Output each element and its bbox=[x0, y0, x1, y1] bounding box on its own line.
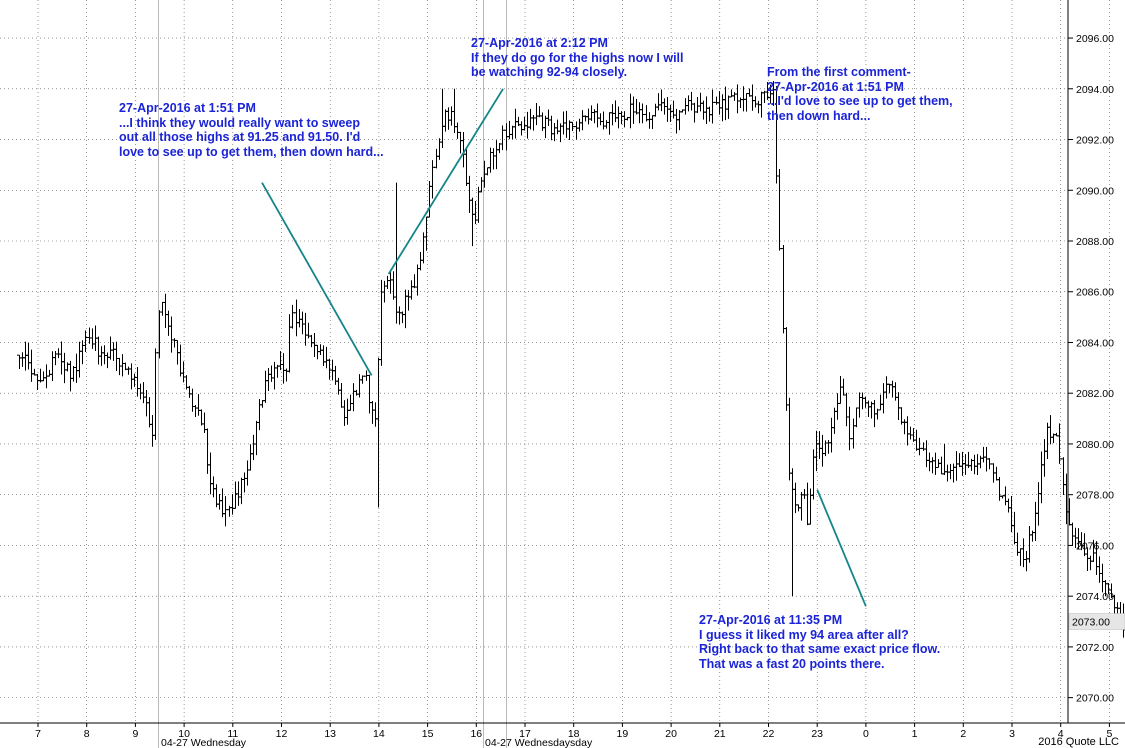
annotation-line: love to see up to get them, then down ha… bbox=[119, 144, 384, 159]
annotation-comment-2: 27-Apr-2016 at 2:12 PM If they do go for … bbox=[471, 36, 684, 80]
x-tick-label: 16 bbox=[470, 728, 482, 740]
x-tick-label: 7 bbox=[35, 728, 41, 740]
annotation-line: 27-Apr-2016 at 1:51 PM bbox=[767, 79, 904, 94]
copyright-label: 2016 Quote LLC bbox=[1038, 736, 1119, 748]
annotation-line: out all those highs at 91.25 and 91.50. … bbox=[119, 130, 361, 144]
x-tick-label: 17 bbox=[519, 728, 531, 740]
y-tick-label: 2076.00 bbox=[1076, 540, 1114, 552]
trend-line bbox=[816, 489, 867, 607]
x-tick-label: 0 bbox=[863, 728, 869, 740]
y-tick-label: 2078.00 bbox=[1076, 490, 1114, 502]
y-tick-label: 2094.00 bbox=[1076, 84, 1114, 96]
y-tick-label: 2092.00 bbox=[1076, 135, 1114, 147]
annotation-line: Right back to that same exact price flow… bbox=[699, 642, 941, 656]
x-tick-label: 14 bbox=[373, 728, 385, 740]
x-tick-label: 10 bbox=[178, 728, 190, 740]
x-tick-label: 1 bbox=[912, 728, 918, 740]
x-tick-label: 3 bbox=[1009, 728, 1015, 740]
x-tick-label: 19 bbox=[617, 728, 629, 740]
x-tick-label: 12 bbox=[276, 728, 288, 740]
y-tick-label: 2090.00 bbox=[1076, 185, 1114, 197]
annotation-line: 27-Apr-2016 at 1:51 PM bbox=[119, 101, 256, 115]
annotation-comment-4: 27-Apr-2016 at 11:35 PM I guess it liked … bbox=[699, 613, 940, 671]
x-tick-label: 21 bbox=[714, 728, 726, 740]
trend-line bbox=[387, 88, 504, 275]
x-tick-label: 2 bbox=[960, 728, 966, 740]
y-tick-label: 2088.00 bbox=[1076, 236, 1114, 248]
last-price-label: 2073.00 bbox=[1072, 617, 1110, 629]
x-tick-label: 8 bbox=[84, 728, 90, 740]
annotation-line: That was a fast 20 points there. bbox=[699, 656, 885, 671]
y-tick-label: 2080.00 bbox=[1076, 439, 1114, 451]
y-tick-label: 2096.00 bbox=[1076, 33, 1114, 45]
annotation-line: If they do go for the highs now I will bbox=[471, 50, 684, 65]
trend-lines bbox=[261, 88, 867, 607]
annotation-line: be watching 92-94 closely. bbox=[471, 65, 628, 79]
grid-layer bbox=[0, 0, 1110, 723]
annotation-line: ...I think they would really want to swe… bbox=[119, 115, 361, 130]
y-tick-label: 2082.00 bbox=[1076, 388, 1114, 400]
date-label: 04-27 Wednesdaysday bbox=[485, 737, 593, 748]
x-tick-label: 4 bbox=[1058, 728, 1064, 740]
annotation-line: From the first comment- bbox=[767, 65, 911, 79]
price-bars bbox=[17, 81, 1125, 638]
x-tick-label: 18 bbox=[568, 728, 580, 740]
y-tick-label: 2086.00 bbox=[1076, 287, 1114, 299]
y-tick-label: 2072.00 bbox=[1076, 642, 1114, 654]
annotation-line: then down hard... bbox=[767, 108, 871, 123]
annotation-comment-3: From the first comment- 27-Apr-2016 at 1:… bbox=[767, 65, 953, 123]
date-label: 04-27 Wednesday bbox=[161, 737, 247, 748]
y-tick-label: 2084.00 bbox=[1076, 337, 1114, 349]
y-tick-label: 2070.00 bbox=[1076, 693, 1114, 705]
x-tick-label: 5 bbox=[1106, 728, 1112, 740]
annotation-line: 27-Apr-2016 at 2:12 PM bbox=[471, 36, 608, 50]
trend-line bbox=[261, 182, 373, 376]
x-tick-label: 20 bbox=[665, 728, 677, 740]
annotation-comment-1: 27-Apr-2016 at 1:51 PM ...I think they wo… bbox=[119, 101, 384, 159]
x-tick-label: 9 bbox=[132, 728, 138, 740]
x-tick-label: 11 bbox=[227, 728, 238, 740]
last-price-box bbox=[1068, 613, 1125, 630]
x-tick-label: 23 bbox=[811, 728, 823, 740]
annotation-line: I guess it liked my 94 area after all? bbox=[699, 627, 909, 642]
y-tick-label: 2074.00 bbox=[1076, 591, 1114, 603]
x-tick-label: 13 bbox=[324, 728, 336, 740]
x-tick-label: 22 bbox=[763, 728, 775, 740]
annotation-line: 27-Apr-2016 at 11:35 PM bbox=[699, 613, 843, 627]
annotation-line: ...I'd love to see up to get them, bbox=[767, 94, 953, 108]
x-tick-label: 15 bbox=[422, 728, 434, 740]
